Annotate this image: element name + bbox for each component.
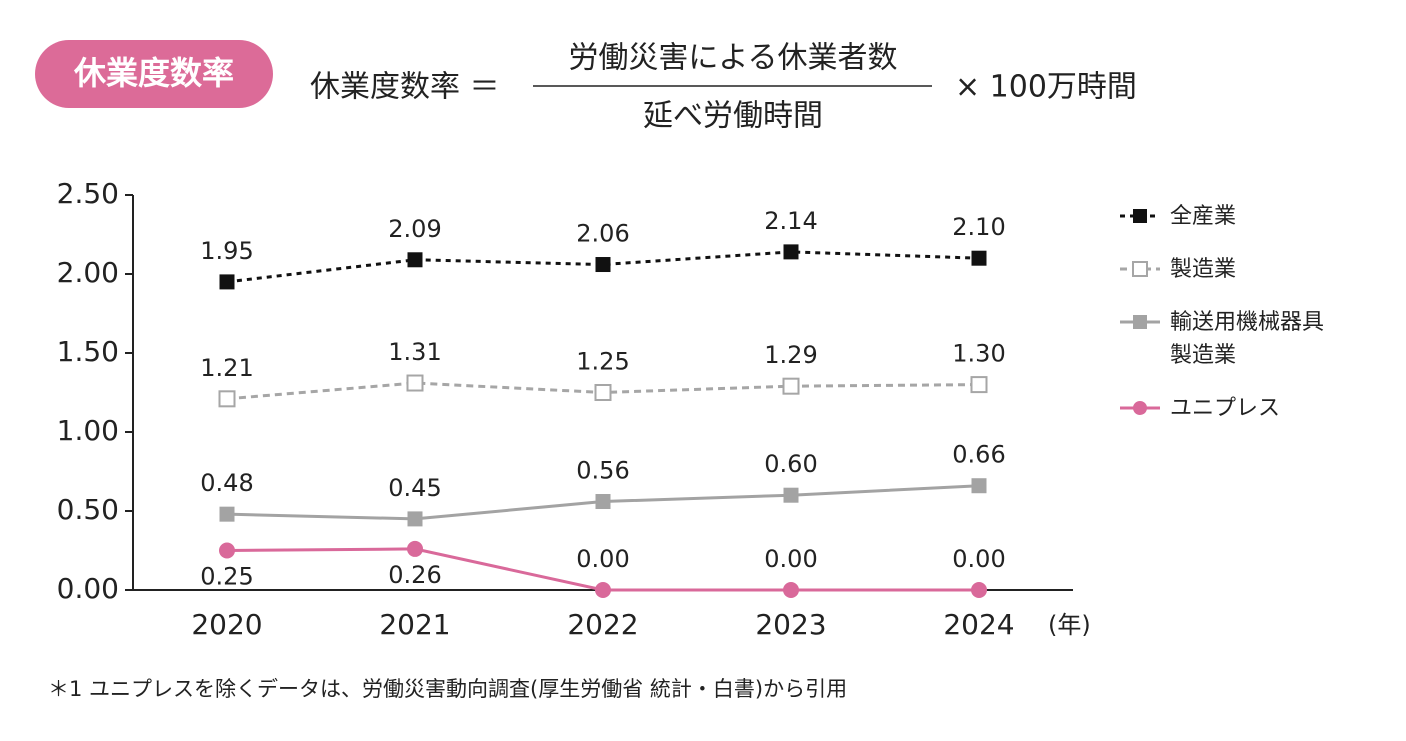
legend-swatch: [1120, 209, 1160, 223]
marker: [971, 478, 987, 494]
legend-label: 製造業: [1170, 257, 1237, 282]
legend-label: 全産業: [1170, 204, 1237, 229]
legend-item: ユニプレス: [1118, 392, 1368, 425]
data-label: 1.95: [200, 237, 253, 265]
legend-item: 製造業: [1118, 253, 1368, 286]
data-label: 1.25: [576, 348, 629, 376]
marker: [594, 384, 612, 401]
marker: [407, 511, 423, 527]
legend-swatch: [1120, 401, 1160, 415]
marker: [219, 542, 235, 559]
y-tick-label: 0.50: [57, 493, 119, 526]
x-tick-label: 2021: [379, 608, 450, 641]
data-label: 2.14: [764, 207, 817, 235]
legend-swatch: [1120, 261, 1160, 277]
marker: [406, 374, 424, 392]
data-label: 0.66: [952, 441, 1005, 469]
legend-marker: [1133, 209, 1147, 223]
marker: [595, 494, 611, 510]
y-tick-label: 0.00: [57, 572, 119, 605]
formula-numerator: 労働災害による休業者数: [568, 41, 897, 76]
formula-lhs: 休業度数率 ＝: [310, 70, 500, 105]
data-label: 1.29: [764, 341, 817, 369]
legend-marker: [1133, 401, 1147, 415]
y-tick-label: 1.50: [57, 335, 119, 368]
y-tick-label: 2.50: [57, 177, 119, 210]
x-tick-label: 2024: [943, 608, 1014, 641]
data-label: 1.30: [952, 340, 1005, 368]
data-label: 0.00: [576, 545, 629, 573]
data-label: 0.25: [200, 563, 253, 591]
data-label: 2.10: [952, 213, 1005, 241]
legend-swatch: [1120, 315, 1160, 329]
marker: [782, 377, 800, 395]
marker: [783, 487, 799, 503]
marker: [971, 582, 987, 598]
data-label: 0.56: [576, 457, 629, 485]
x-tick-label: 2023: [755, 608, 826, 641]
x-tick-label: 2022: [567, 608, 638, 641]
data-label: 0.60: [764, 450, 817, 478]
legend: 全産業製造業輸送用機械器具製造業ユニプレス: [1118, 200, 1368, 445]
legend-marker: [1132, 261, 1148, 277]
marker: [219, 506, 235, 522]
data-label: 1.21: [200, 354, 253, 382]
data-label: 1.31: [388, 338, 441, 366]
badge: 休業度数率: [73, 54, 234, 92]
x-tick-label: 2020: [191, 608, 262, 641]
data-label: 0.45: [388, 474, 441, 502]
marker: [595, 582, 611, 598]
data-label: 2.09: [388, 215, 441, 243]
marker: [970, 376, 988, 394]
y-tick-label: 1.00: [57, 414, 119, 447]
data-label: 0.00: [952, 545, 1005, 573]
data-label: 0.26: [388, 561, 441, 589]
x-axis-unit: (年): [1048, 611, 1091, 639]
marker: [219, 274, 235, 290]
footnote: ＊1 ユニプレスを除くデータは、労働災害動向調査(厚生労働省 統計・白書)から引…: [48, 677, 847, 701]
legend-label: ユニプレス: [1170, 396, 1281, 421]
formula-denominator: 延べ労働時間: [643, 99, 823, 134]
marker: [218, 390, 236, 408]
marker: [595, 257, 611, 273]
data-label: 0.48: [200, 469, 253, 497]
legend-label: 輸送用機械器具製造業: [1170, 310, 1325, 368]
legend-item: 全産業: [1118, 200, 1368, 233]
marker: [783, 244, 799, 260]
legend-item: 輸送用機械器具製造業: [1118, 306, 1368, 372]
data-label: 0.00: [764, 545, 817, 573]
marker: [407, 540, 423, 557]
badge-bg: [35, 40, 273, 108]
marker: [783, 582, 799, 598]
y-tick-label: 2.00: [57, 256, 119, 289]
marker: [407, 252, 423, 268]
legend-marker: [1133, 315, 1147, 329]
formula-multiplier: × 100万時間: [955, 70, 1137, 105]
marker: [971, 250, 987, 266]
data-label: 2.06: [576, 220, 629, 248]
